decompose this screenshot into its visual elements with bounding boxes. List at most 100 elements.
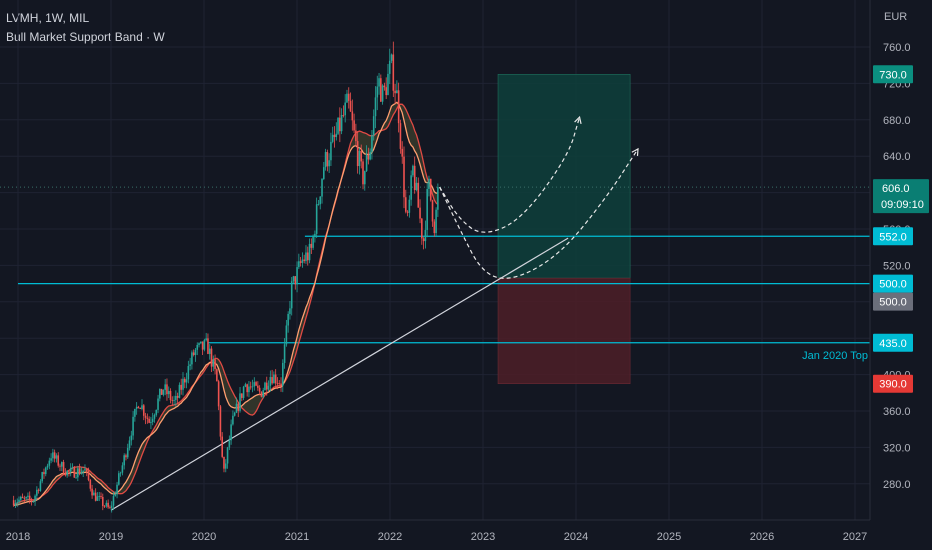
candle-body [396,90,398,94]
candle-body [314,233,316,237]
candle [71,463,74,470]
candle-body [28,495,31,500]
candle [219,405,222,441]
candle [429,178,432,202]
candle [207,333,209,355]
candle [269,370,272,392]
candle-body [219,406,222,437]
candle [397,82,400,133]
candle [296,261,298,293]
candle-body [142,405,145,416]
candle-body [330,141,332,161]
candle [324,148,327,171]
candle [128,436,131,451]
y-tick-label: 520.0 [883,260,911,272]
candle [46,463,49,470]
candle [16,498,19,507]
candle [283,338,286,369]
candle [246,383,248,397]
candle-body [399,123,402,149]
candle-body [335,133,338,138]
candle [394,83,396,104]
candle [75,474,77,479]
candle [85,468,88,477]
candle-body [422,238,425,242]
candle-body [50,458,52,461]
candle [134,408,136,422]
candle-body [173,399,175,401]
candle [280,377,282,392]
indicator-title[interactable]: Bull Market Support Band · W [6,30,165,44]
candle [201,341,204,355]
position-zones [497,74,631,385]
candle [169,388,172,404]
candle-body [372,116,375,136]
candle [421,217,423,245]
candle [123,453,125,470]
candle [326,149,329,172]
candle [60,461,63,472]
candle [226,446,229,469]
candle-body [433,221,436,234]
candle [77,465,79,482]
candle [290,277,293,316]
band-ema-line [13,101,439,507]
candle [262,387,264,399]
candle [317,199,320,206]
candle-body [362,161,364,185]
candle [62,459,65,475]
candle-body [265,382,268,390]
y-tick-label: 320.0 [883,442,911,454]
candle-body [223,456,225,469]
candle [362,158,364,190]
current-price-value: 606.0 [882,183,910,195]
candle-body [210,348,213,367]
candle-body [241,393,243,398]
symbol-title[interactable]: LVMH, 1W, MIL [6,11,90,25]
candle-body [96,496,99,501]
candle-body [75,477,77,479]
candle-body [271,377,273,384]
candle [105,500,108,508]
candle [228,435,231,451]
candle-body [36,489,38,496]
candle-body [12,500,15,506]
candle-body [146,417,149,419]
candle-body [77,468,79,478]
candle-body [404,197,407,212]
candle [399,119,402,154]
candle-body [162,389,165,395]
candle-body [392,54,395,91]
candle [25,496,27,501]
axis-price-label-text: 552.0 [879,231,907,243]
candle-body [132,416,134,436]
candle-body [82,470,84,473]
candle [203,338,206,352]
candle-body [403,156,405,198]
candle [192,349,195,357]
candle [403,146,405,209]
candle [431,199,434,227]
candle-body [191,352,193,365]
candle [125,453,127,461]
candle [162,389,165,397]
candle-body [60,462,63,467]
candle-body [406,211,409,213]
candle [276,377,279,390]
candle [21,493,24,499]
candle-body [18,499,20,502]
candle-body [85,469,88,472]
candle-body [262,390,264,397]
candle-body [103,506,106,507]
candle-body [340,114,343,132]
candle-body [64,473,67,476]
candle-body [221,436,224,457]
candle-body [365,154,368,172]
candle [87,467,90,482]
candle [182,372,184,396]
candle-body [428,178,430,190]
candle-body [169,390,172,401]
candle [306,246,309,266]
axis-price-label-bg [873,333,913,352]
